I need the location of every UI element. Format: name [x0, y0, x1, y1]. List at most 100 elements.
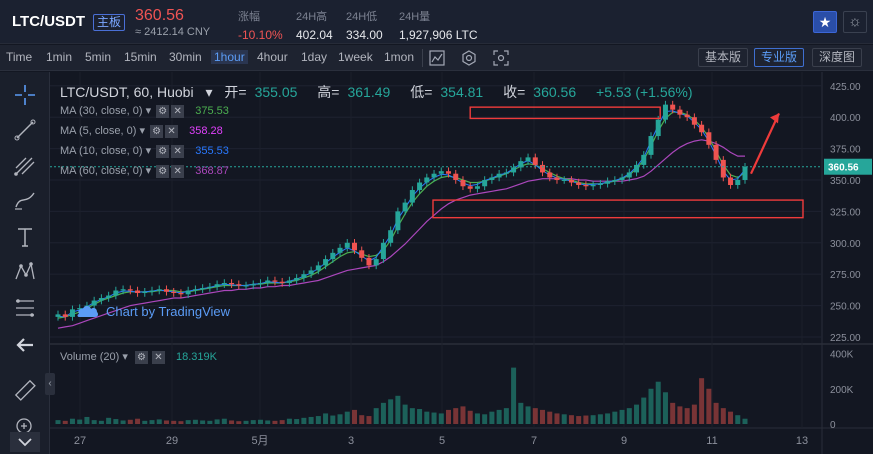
volume-bar [691, 404, 697, 424]
candle-body [380, 242, 386, 260]
candle [142, 287, 148, 297]
indicator-label[interactable]: MA (5, close, 0) [60, 125, 137, 137]
trend-arrow-head [770, 113, 779, 124]
gear-icon[interactable]: ⚙ [150, 124, 164, 138]
candle-body [149, 290, 155, 292]
volume-bar [279, 420, 285, 424]
screenshot-icon[interactable] [492, 49, 510, 67]
volume-bar [634, 404, 640, 424]
close-icon[interactable]: ✕ [165, 124, 179, 138]
interval-15min[interactable]: 15min [124, 50, 157, 64]
candle-body [330, 252, 336, 260]
indicator-ma5[interactable]: MA (5, close, 0) ▾ ⚙ ✕ 358.28 [60, 124, 223, 138]
candle-body [257, 282, 263, 285]
indicator-label[interactable]: MA (30, close, 0) [60, 105, 143, 117]
pair-name[interactable]: LTC/USDT [12, 13, 86, 30]
trend-line-icon[interactable] [12, 117, 38, 143]
tradingview-watermark[interactable]: Chart by TradingView [74, 302, 230, 323]
volume-bar [127, 419, 133, 424]
theme-toggle-icon[interactable]: ☼ [843, 11, 867, 33]
pattern-icon[interactable] [12, 259, 38, 285]
candle [178, 289, 184, 299]
volume-bar [576, 416, 582, 424]
candle [438, 167, 444, 178]
candle-body [272, 280, 278, 282]
indicator-ma30[interactable]: MA (30, close, 0) ▾ ⚙ ✕ 375.53 [60, 104, 229, 118]
time-tick-label: 5月 [251, 435, 268, 447]
arrow-left-icon[interactable] [12, 332, 38, 358]
volume-bar [214, 419, 220, 424]
candle-body [200, 287, 206, 290]
price-chart[interactable]: 425.00 400.00 375.00 350.00 325.00 300.00 275.… [50, 72, 873, 454]
candle-body [127, 289, 133, 291]
close-icon[interactable]: ✕ [151, 350, 165, 364]
candle [634, 161, 640, 177]
candle [149, 286, 155, 296]
volume-bar [351, 409, 357, 424]
candle [467, 182, 473, 193]
pitchfork-icon[interactable] [12, 152, 38, 178]
view-basic-button[interactable]: 基本版 [698, 48, 749, 67]
candle [684, 110, 690, 121]
candle-body [597, 183, 603, 186]
volume-bar [330, 415, 336, 424]
volume-bar [192, 419, 198, 424]
volume-bar [583, 415, 589, 424]
indicator-label[interactable]: MA (60, close, 0) [60, 165, 143, 177]
candle [135, 286, 141, 297]
volume-bar [55, 420, 61, 424]
chart-symbol-title[interactable]: LTC/USDT, 60, Huobi ▾ [60, 84, 213, 100]
interval-1mon[interactable]: 1mon [384, 50, 415, 64]
gear-icon[interactable]: ⚙ [156, 104, 170, 118]
gear-icon[interactable]: ⚙ [156, 164, 170, 178]
ruler-icon[interactable] [12, 377, 38, 403]
interval-1week[interactable]: 1week [338, 50, 373, 64]
crosshair-icon[interactable] [12, 82, 38, 108]
time-tick-label: 13 [796, 435, 808, 447]
interval-1min[interactable]: 1min [46, 50, 73, 64]
view-depth-button[interactable]: 深度图 [812, 48, 863, 67]
candle [236, 280, 242, 290]
close-icon[interactable]: ✕ [171, 144, 185, 158]
volume-bar [619, 409, 625, 424]
candle-body [540, 164, 546, 173]
indicator-ma60[interactable]: MA (60, close, 0) ▾ ⚙ ✕ 368.87 [60, 164, 229, 178]
stat-value: 1,927,906 LTC [399, 28, 478, 42]
stat-change: 涨幅 -10.10% [238, 8, 283, 42]
brush-icon[interactable] [12, 187, 38, 213]
volume-legend[interactable]: Volume (20) ▾ ⚙ ✕ 18.319K [60, 350, 217, 364]
close-icon[interactable]: ✕ [171, 164, 185, 178]
volume-bar [149, 420, 155, 424]
interval-5min[interactable]: 5min [85, 50, 112, 64]
chevron-down-icon[interactable] [10, 432, 40, 452]
candle-body [590, 185, 596, 187]
candle-body [337, 247, 343, 253]
gear-icon[interactable]: ⚙ [156, 144, 170, 158]
volume-bar [699, 378, 705, 424]
indicator-label[interactable]: MA (10, close, 0) [60, 145, 143, 157]
volume-label[interactable]: Volume (20) [60, 351, 120, 363]
symbol-title-text[interactable]: LTC/USDT, 60, Huobi [60, 84, 194, 100]
view-pro-button[interactable]: 专业版 [754, 48, 805, 67]
candle [525, 153, 531, 165]
volume-bar [561, 414, 567, 424]
chart-type-icon[interactable] [428, 49, 446, 67]
price-tick-label: 425.00 [830, 82, 861, 93]
indicator-ma10[interactable]: MA (10, close, 0) ▾ ⚙ ✕ 355.53 [60, 144, 229, 158]
close-icon[interactable]: ✕ [171, 104, 185, 118]
text-tool-icon[interactable] [12, 224, 38, 250]
interval-1day[interactable]: 1day [301, 50, 328, 64]
gear-icon[interactable]: ⚙ [134, 350, 148, 364]
interval-30min[interactable]: 30min [169, 50, 202, 64]
settings-icon[interactable] [460, 49, 478, 67]
fib-retracement-icon[interactable] [12, 295, 38, 321]
volume-bar [626, 408, 632, 424]
collapse-panel-button[interactable]: ‹ [45, 373, 55, 395]
volume-bar [467, 410, 473, 424]
interval-4hour[interactable]: 4hour [257, 50, 288, 64]
star-icon[interactable]: ★ [813, 11, 837, 33]
interval-time[interactable]: Time [6, 50, 33, 64]
volume-bar [373, 408, 379, 424]
interval-1hour[interactable]: 1hour [211, 50, 248, 64]
candle-body [728, 177, 734, 186]
